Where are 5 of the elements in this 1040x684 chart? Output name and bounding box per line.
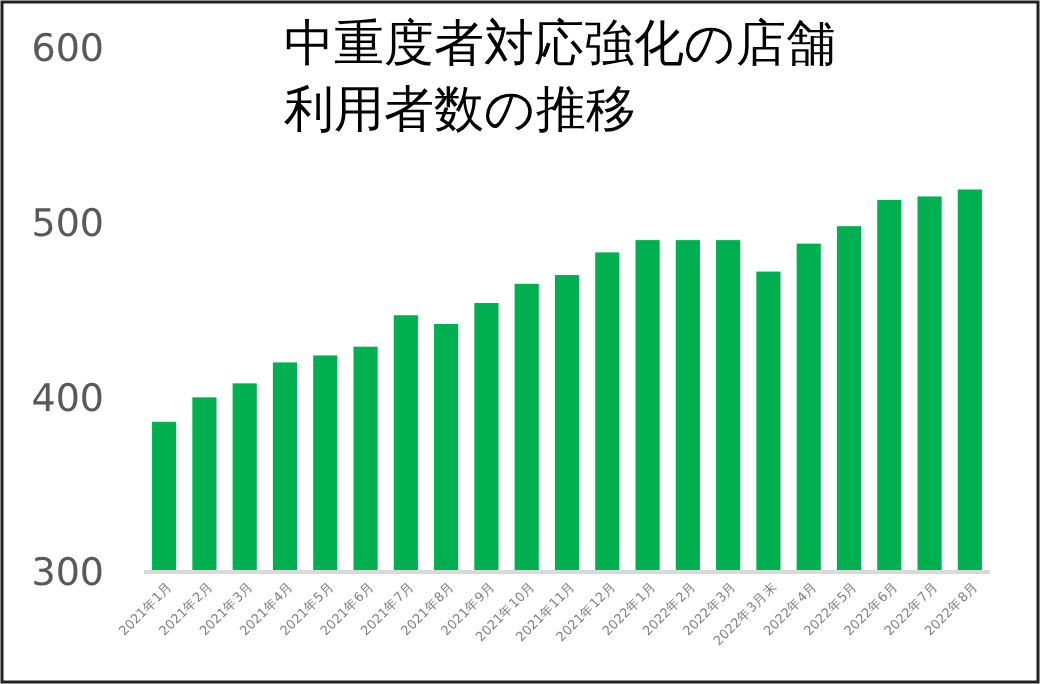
y-tick-label: 500 xyxy=(31,201,104,246)
chart-title: 中重度者対応強化の店舗利用者数の推移 xyxy=(284,14,836,138)
y-tick-label: 300 xyxy=(31,551,104,596)
y-tick-label: 600 xyxy=(31,27,104,72)
y-tick-label: 400 xyxy=(31,376,104,421)
